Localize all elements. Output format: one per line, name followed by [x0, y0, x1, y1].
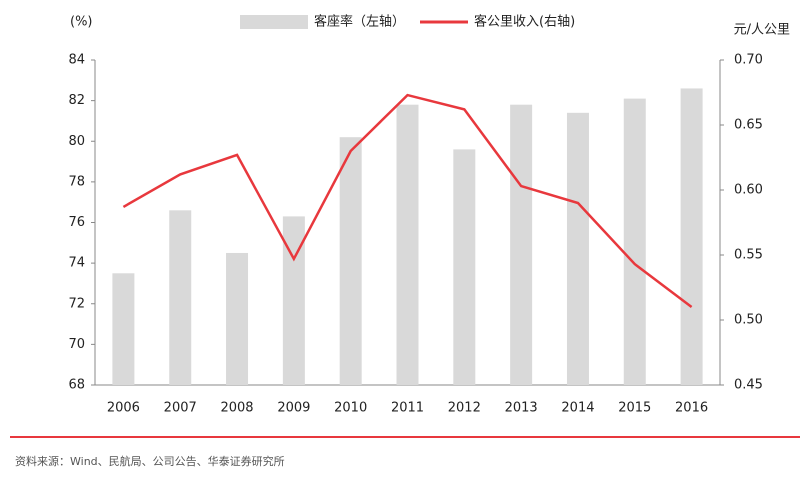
- y-tick-label: 76: [68, 215, 85, 230]
- y-tick-label: 72: [68, 296, 85, 311]
- legend-label: 客公里收入(右轴): [474, 14, 575, 30]
- right-unit: 元/人公里: [734, 23, 790, 38]
- left-unit: (%): [70, 15, 93, 30]
- x-tick-label: 2016: [675, 401, 708, 416]
- legend-swatch: [240, 15, 308, 29]
- x-tick-label: 2009: [277, 401, 310, 416]
- y-tick-label: 68: [68, 378, 85, 393]
- x-tick-label: 2010: [334, 401, 367, 416]
- bar: [623, 98, 646, 385]
- y2-tick-label: 0.50: [734, 313, 763, 328]
- y2-tick-label: 0.45: [734, 378, 763, 393]
- bar: [453, 149, 476, 385]
- bar: [282, 216, 305, 385]
- y-tick-label: 78: [68, 174, 85, 189]
- x-tick-label: 2012: [448, 401, 481, 416]
- x-tick-label: 2006: [107, 401, 140, 416]
- bar: [510, 104, 533, 385]
- legend-label: 客座率（左轴）: [314, 14, 405, 30]
- y-tick-label: 82: [68, 93, 85, 108]
- bar: [226, 252, 249, 385]
- y-tick-label: 74: [68, 256, 85, 271]
- x-tick-label: 2008: [220, 401, 253, 416]
- source-note: 资料来源：Wind、民航局、公司公告、华泰证券研究所: [15, 454, 285, 468]
- y-tick-label: 80: [68, 134, 85, 149]
- x-tick-label: 2011: [391, 401, 424, 416]
- y2-tick-label: 0.60: [734, 183, 763, 198]
- bar: [566, 112, 589, 385]
- y2-tick-label: 0.65: [734, 118, 763, 133]
- x-tick-label: 2007: [164, 401, 197, 416]
- bar: [112, 273, 135, 385]
- line: [122, 93, 693, 308]
- y-tick-label: 70: [68, 337, 85, 352]
- bar: [169, 210, 192, 385]
- x-tick-label: 2014: [561, 401, 594, 416]
- bar: [396, 104, 419, 385]
- y2-tick-label: 0.70: [734, 53, 763, 68]
- bar: [680, 88, 703, 385]
- x-tick-label: 2013: [505, 401, 538, 416]
- y-tick-label: 84: [68, 53, 85, 68]
- x-tick-label: 2015: [618, 401, 651, 416]
- bar: [339, 137, 362, 385]
- y2-tick-label: 0.55: [734, 248, 763, 263]
